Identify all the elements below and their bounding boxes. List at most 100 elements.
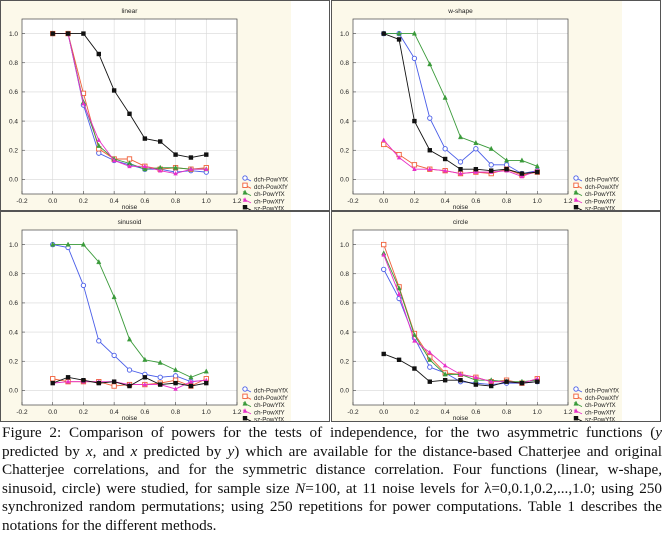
legend-label: dch-PowXfY <box>254 395 288 402</box>
data-point <box>188 383 194 389</box>
caption-segment: y <box>655 424 662 441</box>
x-tick-label: 1.0 <box>202 198 211 205</box>
data-point <box>142 166 148 172</box>
legend-marker <box>242 386 248 392</box>
x-tick-label: 0.6 <box>140 198 149 205</box>
x-tick-label: 0.6 <box>471 409 480 416</box>
caption-segment: y <box>227 442 235 460</box>
y-tick-label: 0.4 <box>9 329 18 336</box>
data-point <box>188 155 194 160</box>
y-tick-label: 0.2 <box>340 359 349 366</box>
data-point <box>173 386 178 391</box>
y-tick-label: 0.0 <box>340 177 349 184</box>
y-tick-label: 0.6 <box>9 300 18 307</box>
x-tick-label: 1.2 <box>232 198 241 205</box>
data-point <box>442 363 448 368</box>
data-point <box>381 241 387 248</box>
chart-title: w-shape <box>447 8 473 15</box>
data-point <box>473 139 479 145</box>
caption-segment: x <box>85 442 93 460</box>
data-point <box>396 291 402 296</box>
data-point <box>411 162 418 168</box>
legend-marker <box>242 416 248 421</box>
chart-title: sinusoid <box>118 219 142 226</box>
legend-item: dch-PowXfY <box>573 182 619 191</box>
legend-item: ch-PowYfX <box>573 400 616 409</box>
data-point <box>96 259 102 265</box>
legend-marker <box>573 197 579 202</box>
data-point <box>96 380 101 386</box>
caption-segment: x <box>130 442 138 460</box>
data-point <box>519 171 525 176</box>
data-point <box>142 375 148 380</box>
y-tick-label: 1.0 <box>9 242 18 249</box>
legend-marker <box>242 205 248 210</box>
data-point <box>111 352 117 359</box>
data-point <box>473 374 479 380</box>
y-tick-label: 1.0 <box>340 31 349 38</box>
legend-label: sz-PowYfX <box>585 417 615 422</box>
x-tick-label: 1.2 <box>563 409 572 416</box>
y-tick-label: 0.6 <box>9 89 18 96</box>
legend-item: ch-PowXfY <box>242 197 285 205</box>
data-point <box>473 146 479 152</box>
data-point <box>412 366 417 371</box>
legend-label: ch-PowYfX <box>585 191 616 198</box>
x-tick-label: 0.8 <box>502 409 511 416</box>
data-point <box>142 381 148 387</box>
data-point <box>111 379 117 384</box>
y-tick-label: 0.2 <box>9 359 18 366</box>
data-point <box>81 378 86 383</box>
data-point <box>188 166 194 172</box>
data-point <box>427 349 432 355</box>
data-point <box>158 382 163 387</box>
x-tick-label: -0.2 <box>347 198 359 205</box>
data-point <box>111 88 117 93</box>
legend-marker <box>573 386 579 392</box>
data-point <box>458 167 463 172</box>
caption-segment: Figure 2: Comparison of powers for the t… <box>2 424 656 441</box>
data-point <box>111 157 117 163</box>
data-point <box>427 364 433 370</box>
legend-item: ch-PowYfX <box>573 189 616 198</box>
data-point <box>381 351 386 357</box>
legend-marker <box>573 416 579 421</box>
data-point <box>396 30 402 36</box>
y-tick-label: 0.2 <box>9 148 18 155</box>
data-point <box>142 356 148 362</box>
legend-label: ch-PowYfX <box>254 191 285 198</box>
chart-panel-circle: -0.2 0.0 0.2 0.4 0.6 0.8 1.0 1.2 0.0 0.2 0.4 0.6 0.8… <box>331 211 661 422</box>
legend-marker <box>573 175 579 181</box>
legend-item: ch-PowXfY <box>242 408 285 416</box>
y-tick-label: 0.8 <box>340 60 349 67</box>
chart-title: circle <box>453 219 469 226</box>
caption-segment: predicted by <box>2 442 86 460</box>
x-tick-label: 0.2 <box>79 198 88 205</box>
plot-area <box>353 19 568 194</box>
legend-item: dch-PowXfY <box>242 182 288 191</box>
y-tick-label: 0.4 <box>340 118 349 125</box>
data-point <box>96 150 102 156</box>
x-tick-label: 0.8 <box>171 409 180 416</box>
data-point <box>427 356 433 362</box>
data-point <box>381 141 387 148</box>
legend-item: dch-PowYfX <box>242 175 288 184</box>
x-axis-label: noise <box>122 204 138 211</box>
legend-marker <box>573 393 579 399</box>
data-point <box>65 31 71 36</box>
data-point <box>381 266 387 273</box>
data-point <box>457 159 464 165</box>
legend-label: ch-PowXfY <box>585 198 616 205</box>
legend-label: sz-PowYfX <box>585 206 615 211</box>
data-point <box>142 136 148 141</box>
legend-item: sz-PowYfX <box>573 205 615 211</box>
legend-label: dch-PowXfY <box>585 395 619 402</box>
data-point <box>173 152 178 157</box>
data-point <box>473 377 479 383</box>
data-point <box>473 169 479 174</box>
data-point <box>473 167 479 172</box>
data-point <box>442 146 448 152</box>
data-point <box>381 252 386 257</box>
data-point <box>96 51 101 57</box>
y-tick-label: 0.8 <box>340 271 349 278</box>
